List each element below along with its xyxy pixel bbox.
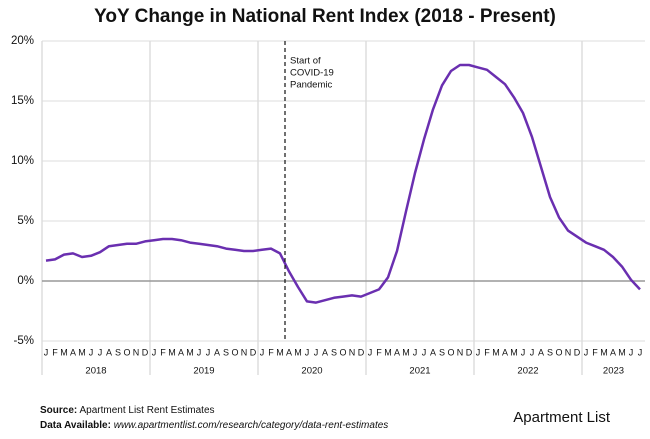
x-tick-label: A — [106, 347, 112, 357]
x-tick-label: J — [98, 347, 103, 357]
x-tick-label: F — [52, 347, 58, 357]
logo: Apartment List — [513, 409, 611, 426]
x-tick-label: J — [368, 347, 373, 357]
x-tick-label: J — [206, 347, 211, 357]
data-label: Data Available: — [40, 420, 111, 431]
chart-title: YoY Change in National Rent Index (2018 … — [94, 6, 556, 27]
year-label: 2019 — [193, 366, 214, 377]
x-tick-label: A — [322, 347, 328, 357]
annotation: Pandemic — [290, 80, 332, 91]
source-label: Source: — [40, 405, 77, 416]
x-tick-label: J — [314, 347, 319, 357]
data-available: Data Available: www.apartmentlist.com/re… — [40, 420, 388, 431]
x-tick-label: A — [394, 347, 400, 357]
x-tick-label: F — [484, 347, 490, 357]
x-tick-label: A — [610, 347, 616, 357]
y-tick-label: 20% — [11, 35, 34, 47]
x-tick-label: S — [115, 347, 121, 357]
x-tick-label: N — [349, 347, 356, 357]
source: Source: Apartment List Rent Estimates — [40, 405, 215, 416]
x-tick-label: M — [168, 347, 176, 357]
data-url: www.apartmentlist.com/research/category/… — [114, 420, 389, 431]
x-tick-label: M — [618, 347, 626, 357]
x-tick-label: S — [439, 347, 445, 357]
x-tick-label: M — [402, 347, 410, 357]
x-tick-label: A — [70, 347, 76, 357]
x-tick-label: N — [133, 347, 140, 357]
line — [45, 63, 641, 304]
x-tick-label: N — [457, 347, 464, 357]
x-tick-label: M — [492, 347, 500, 357]
x-tick-label: A — [286, 347, 292, 357]
x-tick-label: S — [331, 347, 337, 357]
x-tick-label: M — [276, 347, 284, 357]
x-tick-label: O — [231, 347, 238, 357]
year-label: 2020 — [301, 366, 322, 377]
x-tick-label: M — [600, 347, 608, 357]
x-tick-label: A — [214, 347, 220, 357]
x-tick-label: O — [447, 347, 454, 357]
x-tick-label: J — [305, 347, 310, 357]
x-tick-label: M — [384, 347, 392, 357]
year-label: 2022 — [517, 366, 538, 377]
x-tick-label: D — [142, 347, 149, 357]
x-tick-label: J — [260, 347, 265, 357]
y-tick-label: 5% — [17, 215, 34, 227]
x-tick-label: O — [555, 347, 562, 357]
x-tick-label: J — [44, 347, 49, 357]
x-tick-label: A — [430, 347, 436, 357]
y-tick-label: 15% — [11, 95, 34, 107]
x-tick-label: J — [584, 347, 589, 357]
x-tick-label: J — [530, 347, 535, 357]
x-tick-label: J — [197, 347, 202, 357]
y-tick-label: -5% — [14, 335, 34, 347]
x-tick-label: F — [376, 347, 382, 357]
x-tick-label: J — [476, 347, 481, 357]
year-label: 2018 — [85, 366, 106, 377]
x-tick-label: O — [339, 347, 346, 357]
x-tick-label: N — [565, 347, 572, 357]
x-tick-label: D — [574, 347, 581, 357]
x-tick-label: M — [510, 347, 518, 357]
source-text: Apartment List Rent Estimates — [79, 405, 214, 416]
x-tick-label: F — [268, 347, 274, 357]
y-tick-label: 10% — [11, 155, 34, 167]
annotation: Start of — [290, 56, 321, 67]
x-tick-label: S — [547, 347, 553, 357]
x-tick-label: J — [521, 347, 526, 357]
x-tick-label: S — [223, 347, 229, 357]
x-tick-label: J — [629, 347, 634, 357]
x-tick-label: M — [60, 347, 68, 357]
year-label: 2021 — [409, 366, 430, 377]
x-tick-label: J — [422, 347, 427, 357]
x-tick-label: M — [78, 347, 86, 357]
x-tick-label: D — [358, 347, 365, 357]
x-tick-label: N — [241, 347, 248, 357]
annotation: COVID-19 — [290, 68, 334, 79]
x-tick-label: J — [413, 347, 418, 357]
x-tick-label: M — [294, 347, 302, 357]
x-tick-label: D — [250, 347, 257, 357]
x-tick-label: D — [466, 347, 473, 357]
x-tick-label: M — [186, 347, 194, 357]
x-tick-label: F — [592, 347, 598, 357]
x-tick-label: J — [89, 347, 94, 357]
x-tick-label: A — [178, 347, 184, 357]
x-tick-label: J — [152, 347, 157, 357]
x-tick-label: A — [538, 347, 544, 357]
y-tick-label: 0% — [17, 275, 34, 287]
x-tick-label: O — [123, 347, 130, 357]
x-tick-label: A — [502, 347, 508, 357]
year-label: 2023 — [603, 366, 624, 377]
x-tick-label: J — [638, 347, 643, 357]
x-tick-label: F — [160, 347, 166, 357]
